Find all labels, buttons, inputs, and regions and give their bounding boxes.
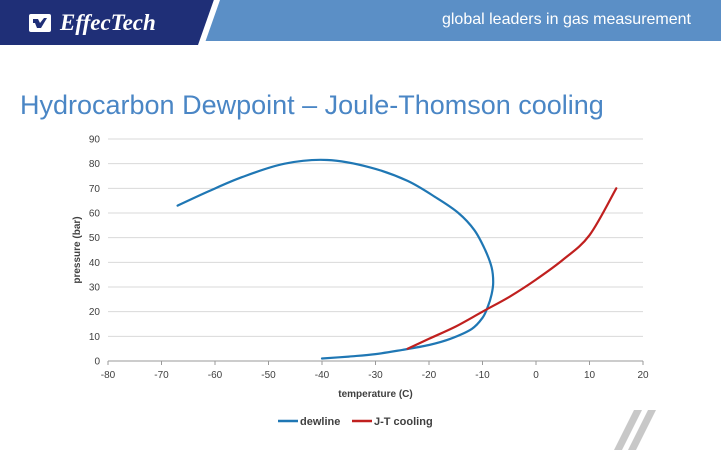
header: EffecTech global leaders in gas measurem… — [0, 0, 721, 45]
decorative-slashes — [614, 410, 656, 450]
x-tick-label: -20 — [422, 370, 437, 381]
x-tick-label: -60 — [208, 370, 223, 381]
legend-label-dewline: dewline — [300, 416, 340, 428]
slide-title: Hydrocarbon Dewpoint – Joule-Thomson coo… — [20, 90, 604, 120]
y-tick-label: 0 — [94, 357, 100, 368]
y-tick-label: 40 — [89, 258, 101, 269]
x-tick-label: -40 — [315, 370, 330, 381]
y-tick-label: 90 — [89, 135, 101, 146]
company-logo-text: EffecTech — [60, 10, 156, 35]
x-tick-label: -10 — [475, 370, 490, 381]
header-tagline: global leaders in gas measurement — [441, 11, 691, 28]
x-tick-label: 0 — [533, 370, 539, 381]
legend-label-j-t-cooling: J-T cooling — [374, 416, 433, 428]
y-tick-label: 30 — [89, 283, 101, 294]
effectech-logo-icon — [29, 14, 51, 32]
x-tick-label: -80 — [101, 370, 116, 381]
series-line-j-t-cooling — [406, 187, 618, 350]
y-tick-label: 20 — [89, 307, 101, 318]
y-tick-label: 10 — [89, 332, 101, 343]
x-tick-label: 10 — [584, 370, 596, 381]
y-tick-label: 50 — [89, 233, 101, 244]
series-line-dewline — [176, 158, 495, 360]
x-tick-label: -70 — [154, 370, 169, 381]
y-tick-label: 60 — [89, 209, 101, 220]
y-tick-label: 70 — [89, 184, 101, 195]
x-tick-label: -50 — [261, 370, 276, 381]
x-axis-title: temperature (C) — [338, 389, 412, 400]
x-tick-label: -30 — [368, 370, 383, 381]
x-tick-label: 20 — [637, 370, 649, 381]
y-axis-title: pressure (bar) — [72, 216, 83, 283]
y-tick-label: 80 — [89, 159, 101, 170]
